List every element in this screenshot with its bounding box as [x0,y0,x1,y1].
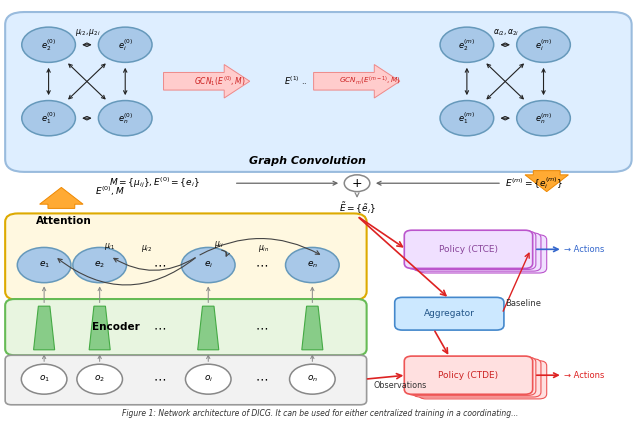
Text: $\cdots$: $\cdots$ [152,258,166,272]
Text: $\cdots$: $\cdots$ [255,373,268,386]
Text: $\mu_{i2}$: $\mu_{i2}$ [141,243,152,254]
Text: $e_1$: $e_1$ [38,260,50,270]
Text: Baseline: Baseline [505,299,541,308]
Circle shape [99,101,152,136]
FancyBboxPatch shape [404,230,532,269]
FancyBboxPatch shape [419,361,547,399]
Circle shape [440,27,493,62]
Circle shape [17,248,71,282]
Text: $e_1^{(m)}$: $e_1^{(m)}$ [458,110,476,126]
FancyArrow shape [40,187,83,208]
FancyBboxPatch shape [413,359,541,397]
FancyBboxPatch shape [408,357,536,395]
FancyArrow shape [525,171,568,192]
Text: $\cdots$: $\cdots$ [152,322,166,335]
Text: Policy (CTCE): Policy (CTCE) [439,245,498,254]
Text: $\mu_{i2}, \mu_{2i}$: $\mu_{i2}, \mu_{2i}$ [75,27,100,38]
Circle shape [440,101,493,136]
Text: Observations: Observations [373,381,426,390]
Text: $E^{(m)} = \{e_i^{(m)}\}$: $E^{(m)} = \{e_i^{(m)}\}$ [505,176,563,191]
Polygon shape [89,306,110,350]
Text: $e_1^{(0)}$: $e_1^{(0)}$ [41,110,56,126]
Circle shape [22,101,76,136]
FancyBboxPatch shape [5,355,367,405]
Text: Graph Convolution: Graph Convolution [249,156,365,166]
FancyBboxPatch shape [419,235,547,273]
Text: $GCN_1(E^{(0)}, M)$: $GCN_1(E^{(0)}, M)$ [193,75,245,88]
Text: Encoder: Encoder [92,322,140,332]
FancyArrow shape [164,64,250,98]
Circle shape [289,364,335,394]
Circle shape [285,248,339,282]
Circle shape [99,27,152,62]
Text: $e_i^{(m)}$: $e_i^{(m)}$ [535,37,552,53]
FancyBboxPatch shape [5,299,367,355]
Text: $e_n^{(m)}$: $e_n^{(m)}$ [535,111,552,125]
Text: $o_n$: $o_n$ [307,374,318,384]
Circle shape [181,248,235,282]
Text: $\tilde{E} = \{\tilde{e}_i\}$: $\tilde{E} = \{\tilde{e}_i\}$ [339,201,376,216]
Text: $\alpha_{i2}, \alpha_{2i}$: $\alpha_{i2}, \alpha_{2i}$ [493,27,519,38]
Text: $M = \{\mu_{ij}\}, E^{(0)} = \{e_i\}$: $M = \{\mu_{ij}\}, E^{(0)} = \{e_i\}$ [109,176,200,190]
Text: $e_2^{(0)}$: $e_2^{(0)}$ [41,37,56,53]
Circle shape [516,101,570,136]
FancyBboxPatch shape [5,213,367,300]
Text: $\cdots$: $\cdots$ [255,258,268,272]
Circle shape [22,27,76,62]
Circle shape [516,27,570,62]
Text: $E^{(0)}, M$: $E^{(0)}, M$ [95,185,125,198]
Text: $o_2$: $o_2$ [94,374,105,384]
FancyBboxPatch shape [408,231,536,269]
Text: Aggregator: Aggregator [424,309,475,318]
Circle shape [344,175,370,192]
Text: $\mu_{i1}$: $\mu_{i1}$ [104,241,115,252]
Text: → Actions: → Actions [564,245,604,254]
Circle shape [21,364,67,394]
Text: $\cdots$: $\cdots$ [255,322,268,335]
Text: $e_i$: $e_i$ [204,260,213,270]
Polygon shape [302,306,323,350]
Polygon shape [33,306,54,350]
Text: Figure 1: Network architecture of DICG. It can be used for either centralized tr: Figure 1: Network architecture of DICG. … [122,409,518,418]
Text: $e_n^{(0)}$: $e_n^{(0)}$ [118,111,133,125]
Text: $e_2^{(m)}$: $e_2^{(m)}$ [458,37,476,53]
Text: +: + [352,177,362,190]
Text: $o_1$: $o_1$ [38,374,50,384]
FancyBboxPatch shape [395,297,504,330]
Text: $e_2$: $e_2$ [94,260,105,270]
Circle shape [186,364,231,394]
Polygon shape [198,306,219,350]
Text: $E^{(1)}$ ..: $E^{(1)}$ .. [284,75,307,88]
Text: $\mu_{ii}$: $\mu_{ii}$ [214,240,224,250]
Text: → Actions: → Actions [564,371,604,380]
Circle shape [73,248,127,282]
Text: $\cdots$: $\cdots$ [152,373,166,386]
Text: $e_i^{(0)}$: $e_i^{(0)}$ [118,37,133,53]
Text: $GCN_m(E^{(m-1)}, M)$: $GCN_m(E^{(m-1)}, M)$ [339,75,401,88]
FancyBboxPatch shape [413,233,541,271]
Text: Attention: Attention [36,216,92,226]
Text: $o_i$: $o_i$ [204,374,213,384]
Text: $e_n$: $e_n$ [307,260,318,270]
FancyBboxPatch shape [5,12,632,172]
FancyBboxPatch shape [404,356,532,394]
Text: Policy (CTDE): Policy (CTDE) [438,371,499,380]
FancyArrow shape [314,64,400,98]
Text: $\mu_{in}$: $\mu_{in}$ [258,243,269,254]
Circle shape [77,364,122,394]
